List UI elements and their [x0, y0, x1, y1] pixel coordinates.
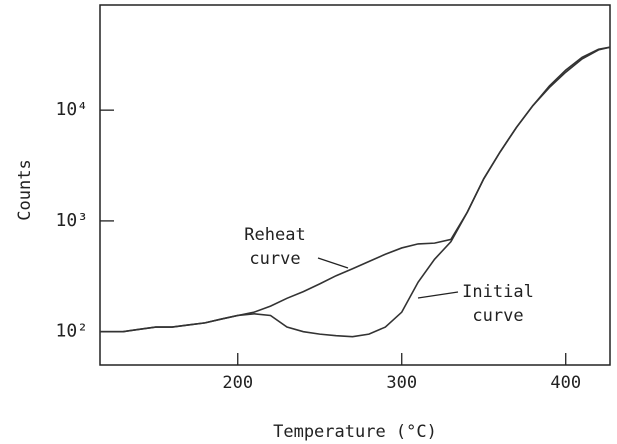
x-axis-label: Temperature (°C) [273, 422, 437, 442]
y-axis-label: Counts [15, 159, 35, 220]
x-tick-label: 300 [386, 373, 417, 393]
y-tick-label: 10⁴ [55, 99, 88, 120]
y-tick-label: 10² [55, 321, 88, 342]
plot-frame [99, 4, 611, 366]
x-tick-label: 200 [222, 373, 253, 393]
x-tick-label: 400 [550, 373, 581, 393]
annotation-leader [317, 257, 349, 269]
annotation: curve [249, 249, 300, 269]
annotation-leader [417, 291, 459, 299]
annotation: Reheat [244, 225, 305, 245]
annotation: Initial [462, 282, 534, 302]
annotation: curve [472, 306, 523, 326]
y-tick-label: 10³ [55, 210, 88, 231]
series-line [100, 46, 611, 338]
